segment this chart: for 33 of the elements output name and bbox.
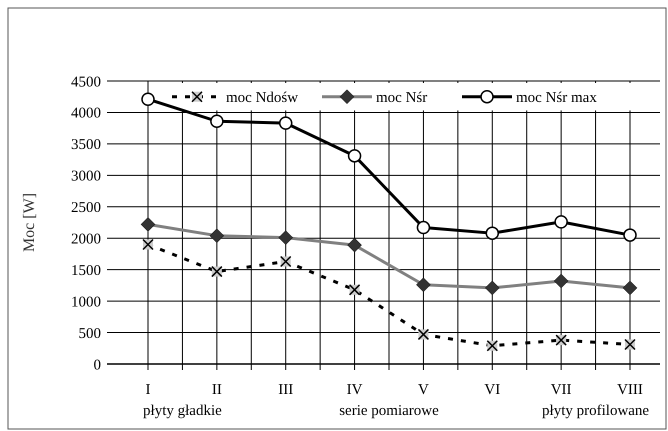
text: płyty gładkie bbox=[143, 403, 222, 419]
x-tick-label: VII bbox=[550, 382, 572, 398]
y-tick-label: 1500 bbox=[71, 262, 101, 279]
x-tick-label: VIII bbox=[617, 382, 643, 398]
x-tick-label: II bbox=[212, 382, 222, 398]
x-tick-label: III bbox=[278, 382, 294, 398]
y-tick-label: 500 bbox=[78, 326, 101, 342]
y-tick-label: 3500 bbox=[71, 137, 101, 154]
point bbox=[623, 228, 637, 242]
text: serie pomiarowe bbox=[339, 403, 440, 419]
y-tick-label: 4500 bbox=[71, 74, 101, 90]
x-tick-label: I bbox=[146, 382, 150, 398]
y-tick-label: 2000 bbox=[71, 231, 101, 248]
legend-label: moc Nśr bbox=[376, 90, 428, 106]
legend-label: moc Ndośw bbox=[226, 90, 298, 106]
point bbox=[210, 114, 224, 128]
legend-label: moc Nśr max bbox=[516, 90, 598, 106]
y-tick-label: 3000 bbox=[71, 168, 101, 185]
y-axis-title: Moc [W] bbox=[21, 192, 38, 252]
y-tick-label: 2500 bbox=[71, 200, 101, 216]
text: płyty profilowane bbox=[542, 403, 650, 419]
y-tick-label: 4000 bbox=[71, 106, 101, 122]
x-tick-label: IV bbox=[346, 382, 363, 398]
point bbox=[141, 92, 155, 106]
x-tick-label: VI bbox=[484, 382, 500, 398]
point bbox=[486, 226, 500, 240]
point bbox=[416, 220, 430, 234]
x-tick-label: V bbox=[418, 382, 430, 398]
point bbox=[554, 215, 568, 229]
point bbox=[348, 149, 362, 163]
y-tick-label: 1000 bbox=[71, 294, 101, 310]
y-tick-label: 0 bbox=[94, 357, 101, 374]
point bbox=[278, 116, 292, 130]
